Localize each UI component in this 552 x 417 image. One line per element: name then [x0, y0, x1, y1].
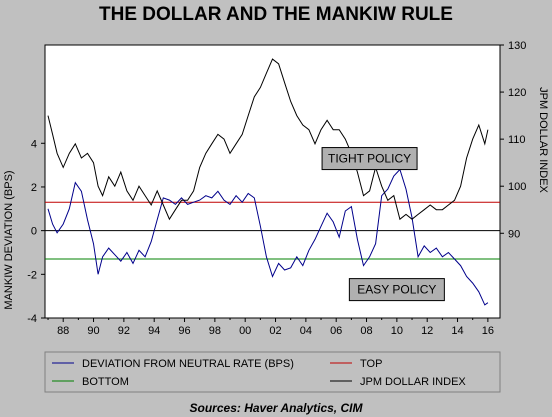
x-tick-label: 98	[209, 325, 221, 337]
series-layer	[47, 58, 489, 306]
y-right-tick-label: 130	[508, 40, 526, 52]
x-tick-label: 16	[482, 325, 494, 337]
x-tick-label: 96	[178, 325, 190, 337]
legend-label-2: BOTTOM	[82, 376, 129, 388]
annotation-box-1	[348, 278, 445, 302]
annotation-label-1: EASY POLICY	[357, 283, 436, 297]
legend-label-1: TOP	[360, 358, 382, 370]
x-tick-label: 94	[148, 325, 160, 337]
annotations-layer: TIGHT POLICY EASY POLICY	[321, 147, 445, 302]
plot-area	[44, 44, 501, 319]
x-tick-label: 90	[87, 325, 99, 337]
y-right-tick-label: 90	[508, 228, 520, 240]
legend-entries: DEVIATION FROM NEUTRAL RATE (BPS) TOP BOTT…	[52, 358, 466, 388]
y-left-tick-label: 0	[31, 226, 37, 238]
x-tick-label: 92	[118, 325, 130, 337]
y-right-tick-label: 100	[508, 181, 526, 193]
x-tick-label: 02	[269, 325, 281, 337]
source-note: Sources: Haver Analytics, CIM	[190, 401, 364, 415]
ticks-layer: 88 90 92 94 96 98 00 02 04 06 08 10 12 14 16-4-2024901…	[27, 40, 526, 337]
y-right-tick-label: 110	[508, 134, 526, 146]
legend-label-0: DEVIATION FROM NEUTRAL RATE (BPS)	[82, 358, 294, 370]
series-line-0	[47, 168, 489, 306]
x-tick-label: 04	[300, 325, 312, 337]
x-tick-label: 08	[360, 325, 372, 337]
y-left-axis-label: MANKIW DEVIATION (BPS)	[3, 170, 15, 309]
x-tick-label: 88	[57, 325, 69, 337]
x-tick-label: 10	[391, 325, 403, 337]
chart-title: THE DOLLAR AND THE MANKIW RULE	[99, 4, 453, 25]
y-left-tick-label: 4	[31, 138, 37, 150]
x-tick-label: 12	[421, 325, 433, 337]
series-line-3	[47, 58, 489, 221]
x-tick-label: 14	[451, 325, 463, 337]
y-left-tick-label: 2	[31, 182, 37, 194]
x-tick-label: 00	[239, 325, 251, 337]
y-left-tick-label: -4	[27, 313, 37, 325]
x-tick-label: 06	[330, 325, 342, 337]
reference-lines	[45, 201, 500, 260]
y-right-tick-label: 120	[508, 87, 526, 99]
y-left-tick-label: -2	[27, 269, 37, 281]
annotation-label-0: TIGHT POLICY	[328, 152, 411, 166]
y-right-axis-label: JPM DOLLAR INDEX	[537, 87, 549, 193]
annotation-box-0	[321, 147, 418, 171]
legend-label-3: JPM DOLLAR INDEX	[360, 376, 466, 388]
legend	[44, 351, 501, 393]
